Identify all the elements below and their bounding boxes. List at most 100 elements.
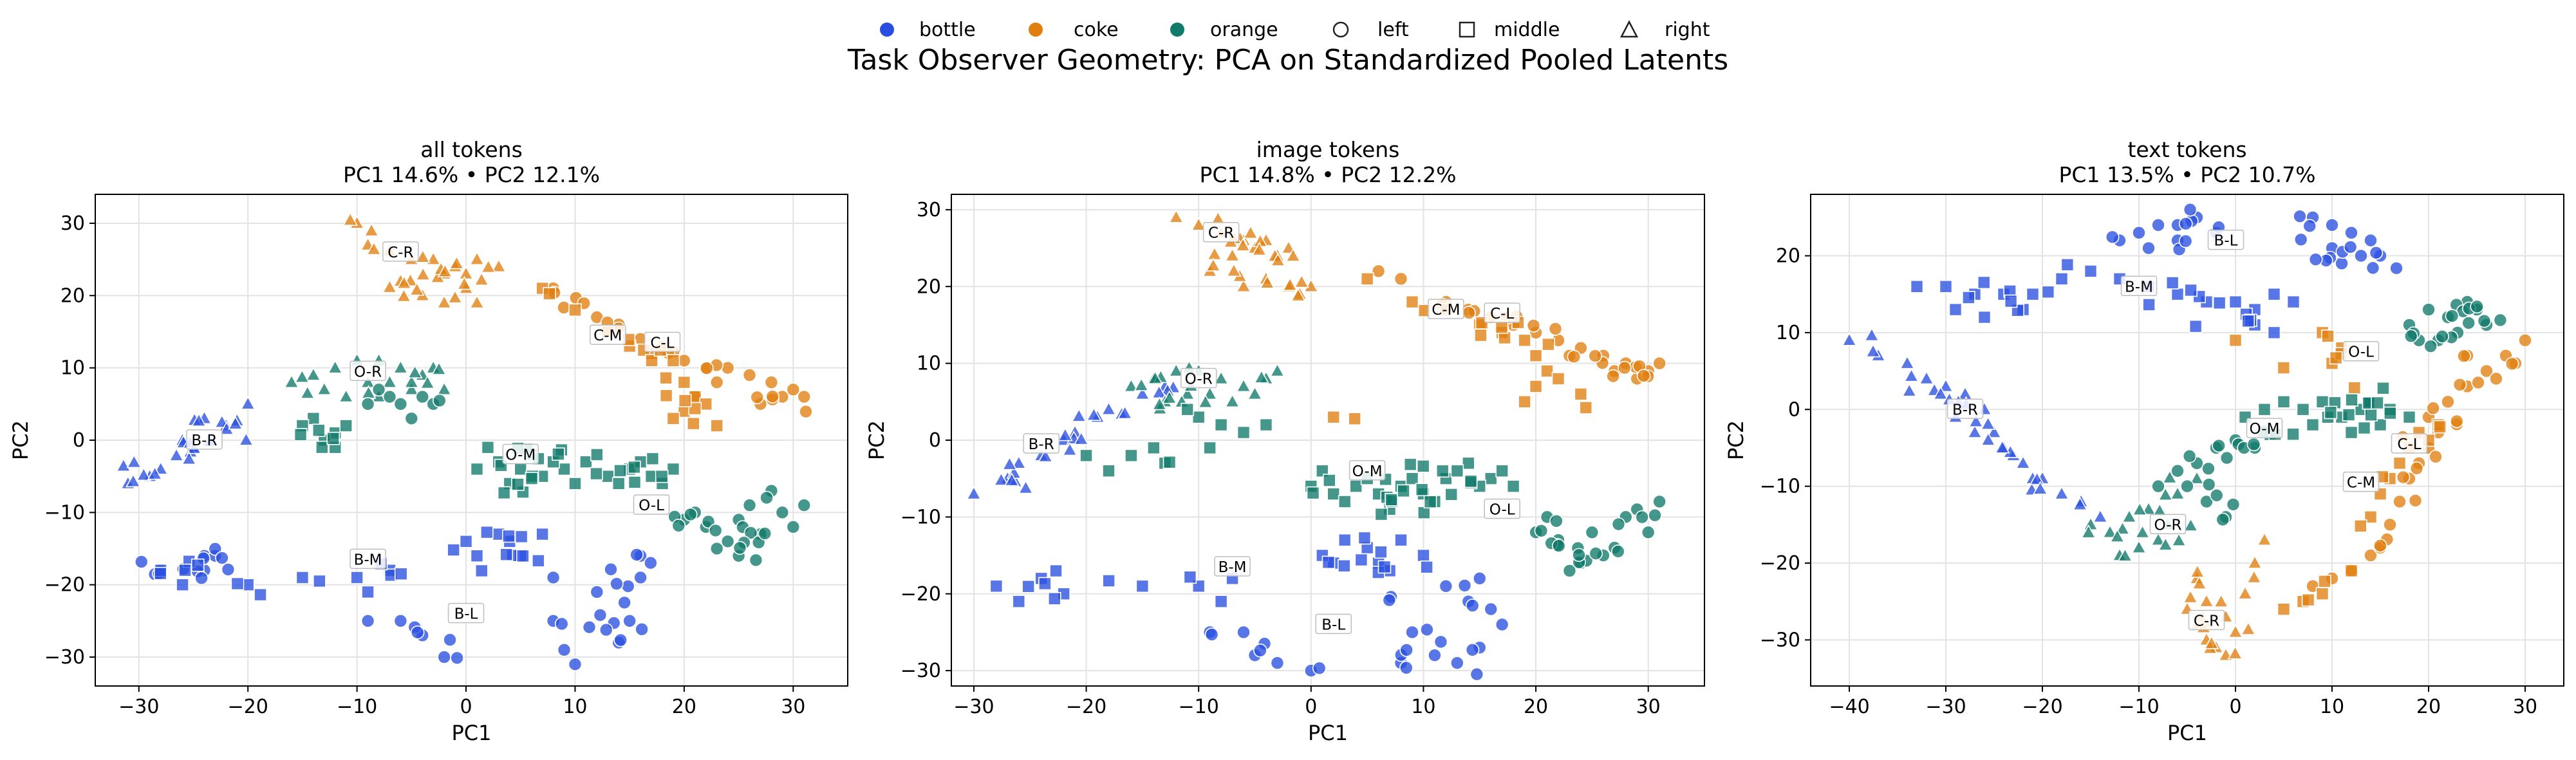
point-bottle-middle <box>361 585 375 599</box>
point-bottle-left <box>568 657 583 672</box>
point-coke-right <box>415 249 431 263</box>
point-coke-left <box>2393 494 2407 509</box>
point-bottle-left <box>1253 644 1267 658</box>
point-orange-middle <box>481 440 495 454</box>
cluster-label: B-M <box>2125 279 2153 295</box>
point-coke-middle <box>1529 380 1543 393</box>
point-bottle-middle <box>1374 545 1388 559</box>
point-orange-right <box>2122 508 2137 523</box>
point-bottle-middle <box>2212 296 2226 310</box>
point-bottle-middle <box>295 571 310 584</box>
point-bottle-left <box>1439 579 1453 593</box>
cluster-label: C-M <box>1432 302 1460 319</box>
point-coke-middle <box>2393 456 2407 470</box>
point-orange-left <box>393 397 408 411</box>
point-orange-middle <box>1397 484 1410 498</box>
point-coke-left <box>709 375 724 389</box>
point-orange-left <box>760 490 774 505</box>
y-tick-label: −30 <box>901 660 941 682</box>
point-coke-middle <box>659 389 673 403</box>
axes-frame <box>1810 194 2564 687</box>
point-bottle-middle <box>1420 560 1433 574</box>
point-orange-middle <box>1464 474 1478 488</box>
point-orange-right <box>338 388 354 403</box>
point-bottle-right <box>1018 479 1034 494</box>
legend-label-left: left <box>1377 19 1409 41</box>
point-bottle-right <box>147 466 163 480</box>
point-bottle-left <box>443 633 457 647</box>
point-coke-middle <box>686 416 700 431</box>
point-coke-middle <box>2353 519 2367 533</box>
point-bottle-right <box>1968 413 1984 428</box>
point-bottle-left <box>2343 240 2358 254</box>
y-tick-label: −20 <box>901 583 941 606</box>
point-orange-right <box>431 361 447 375</box>
point-bottle-left <box>2325 218 2339 232</box>
point-coke-middle <box>699 397 713 411</box>
point-bottle-right <box>1002 456 1018 470</box>
point-coke-middle <box>688 402 702 416</box>
point-bottle-left <box>610 577 624 591</box>
point-bottle-left <box>2132 225 2146 240</box>
point-coke-left <box>1371 264 1386 279</box>
point-coke-middle <box>1360 272 1374 286</box>
point-bottle-middle <box>1394 533 1408 547</box>
point-coke-right <box>366 241 382 255</box>
point-bottle-left <box>2293 209 2307 223</box>
point-coke-left <box>720 360 735 375</box>
point-orange-right <box>436 381 453 396</box>
point-coke-left <box>1636 369 1651 383</box>
point-bottle-middle <box>178 563 192 577</box>
y-tick-label: −10 <box>901 506 941 528</box>
point-orange-middle <box>339 419 353 432</box>
cluster-label-box <box>644 331 681 353</box>
panel-text-tokens: B-L B-M O-L B-R O-M C-L C-M O-R C-R −40 −30 −20 −10 0… <box>1724 137 2564 745</box>
point-orange-left <box>758 526 772 541</box>
point-orange-left <box>1534 523 1549 538</box>
point-bottle-right <box>2054 485 2069 500</box>
point-orange-middle <box>1181 402 1195 416</box>
point-orange-right <box>2141 501 2156 515</box>
cluster-label-box <box>186 429 223 450</box>
point-bottle-left <box>1382 593 1397 607</box>
point-orange-left <box>415 389 430 404</box>
legend-marker-right <box>1619 20 1639 38</box>
cluster-label: O-M <box>505 447 536 463</box>
point-orange-middle <box>1484 472 1498 485</box>
point-bottle-left <box>622 614 637 628</box>
cluster-label-box <box>1180 367 1217 389</box>
point-orange-middle <box>568 477 582 490</box>
point-bottle-middle <box>1012 595 1026 608</box>
point-bottle-right <box>1994 440 2010 454</box>
cluster-label-box <box>590 324 626 345</box>
point-bottle-left <box>1420 622 1434 637</box>
y-axis-label: PC2 <box>8 420 33 460</box>
panel-image-tokens: C-R O-R B-R C-M C-L O-M O-L B-M B-L −30 −20 −10 0 10 2… <box>864 137 1705 745</box>
point-bottle-left <box>1312 661 1327 676</box>
point-orange-right <box>1179 385 1195 400</box>
point-bottle-left <box>590 585 604 599</box>
point-orange-left <box>371 382 386 397</box>
y-tick-label: −10 <box>1760 476 1800 498</box>
point-orange-right <box>1197 394 1213 409</box>
x-tick-label: −10 <box>337 696 377 718</box>
legend-marker-coke <box>1029 23 1043 37</box>
point-coke-right <box>1224 247 1240 262</box>
cluster-label-box <box>350 548 386 570</box>
point-bottle-left <box>1450 656 1464 670</box>
point-orange-right <box>404 381 420 396</box>
point-bottle-right <box>1086 407 1102 421</box>
point-bottle-middle <box>2142 298 2156 311</box>
point-bottle-middle <box>1047 591 1061 606</box>
point-orange-middle <box>497 486 511 500</box>
point-bottle-middle <box>2267 326 2281 340</box>
point-bottle-left <box>635 622 649 636</box>
point-bottle-right <box>1986 424 2002 438</box>
x-tick-label: −20 <box>2022 696 2062 718</box>
point-orange-middle <box>1416 459 1430 473</box>
point-orange-middle <box>514 462 528 476</box>
point-bottle-right <box>1903 368 1919 382</box>
point-coke-right <box>1285 248 1301 262</box>
point-coke-left <box>2471 375 2485 390</box>
point-bottle-right <box>126 454 142 468</box>
